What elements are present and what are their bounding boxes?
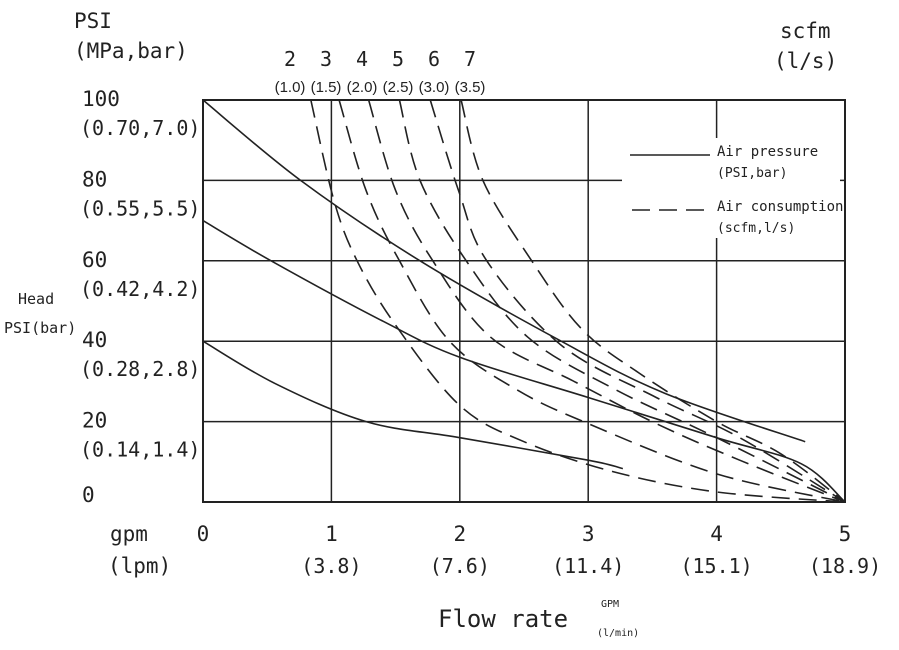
x-tick-label: 4 [710,522,723,546]
x-tick-sublabel: (11.4) [552,554,624,578]
y-label-psi-bar: PSI(bar) [4,319,76,337]
y-tick-sublabel: (0.55,5.5) [80,196,200,220]
x-tick-label: 3 [582,522,595,546]
y-tick-label: 40 [82,328,107,352]
y-unit-mpa-bar: (MPa,bar) [74,39,188,63]
scfm-label: 5 [392,47,404,71]
y-tick-label: 100 [82,87,120,111]
y-tick-sublabel: (0.28,2.8) [80,357,200,381]
y-tick-label: 0 [82,483,95,507]
ls-label: (2.0) [347,79,378,96]
x-axis-units-lmin: (l/min) [597,628,639,639]
y-tick-sublabel: (0.14,1.4) [80,438,200,462]
air-consumption-curve [460,99,846,503]
x-tick-sublabel: (15.1) [680,554,752,578]
y-tick-label: 20 [82,409,107,433]
x-tick-label: 2 [453,522,466,546]
axis-labels: PSI (MPa,bar) Head PSI(bar) scfm (l/s) g… [4,9,837,639]
air-pressure-curve [202,219,846,503]
air-consumption-curve [429,99,846,503]
y-unit-psi: PSI [74,9,112,33]
air-pressure-curve [202,99,806,443]
top-unit-scfm: scfm [780,19,831,43]
ls-label: (2.5) [383,79,414,96]
x-tick-sublabel: (7.6) [430,554,490,578]
x-tick-label: 5 [839,522,852,546]
y-tick-sublabel: (0.70,7.0) [80,116,200,140]
legend-sub-air-pressure: (PSI,bar) [717,166,787,181]
legend-label-air-consumption: Air consumption [717,199,843,215]
x-tick-sublabel: (3.8) [301,554,361,578]
ls-label: (1.0) [275,79,306,96]
legend: Air pressure (PSI,bar) Air consumption (… [622,138,843,238]
y-tick-label: 60 [82,248,107,272]
x-axis-units-gpm: GPM [601,599,619,610]
y-label-head: Head [18,290,54,308]
scfm-label: 3 [320,47,332,71]
x-tick-sublabel: (18.9) [809,554,881,578]
ls-label: (3.5) [455,79,486,96]
scfm-label: 4 [356,47,368,71]
x-tick-label: 1 [325,522,338,546]
air-consumption-curve [367,99,846,503]
y-tick-sublabel: (0.42,4.2) [80,277,200,301]
scfm-label: 2 [284,47,296,71]
scfm-label: 6 [428,47,440,71]
plot-border [202,99,846,503]
scfm-label: 7 [464,47,476,71]
ls-label: (1.5) [311,79,342,96]
top-unit-ls: (l/s) [774,49,837,73]
air-consumption-curve [398,99,846,503]
x-tick-label: 0 [197,522,210,546]
air-consumption-curve [310,99,846,503]
air-pressure-curve [202,340,624,470]
air-consumption-curve [338,99,846,503]
curves [202,99,846,503]
legend-sub-air-consumption: (scfm,l/s) [717,221,795,236]
y-tick-label: 80 [82,167,107,191]
x-unit-gpm: gpm [110,522,148,546]
ls-label: (3.0) [419,79,450,96]
ticks: 0 1 (3.8) 2 (7.6) 3 (11.4) 4 (15.1) 5 (18.9) 100 (0.… [80,47,881,578]
legend-label-air-pressure: Air pressure [717,144,818,160]
x-axis-title: Flow rate [438,605,568,633]
x-unit-lpm: (lpm) [108,554,171,578]
